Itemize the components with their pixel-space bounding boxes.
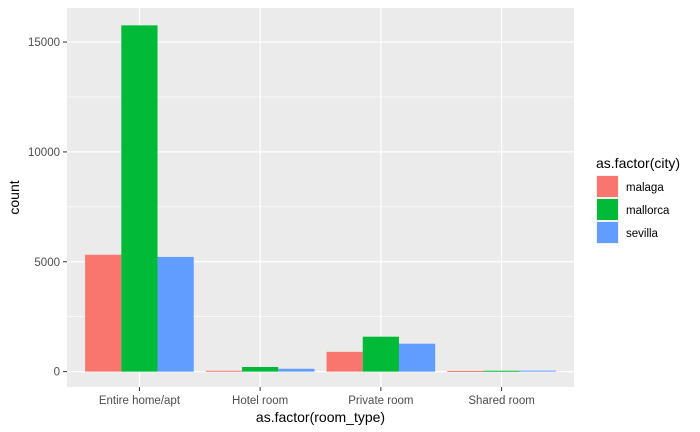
x-tick-label: Entire home/apt (99, 395, 181, 407)
legend-label-mallorca: mallorca (626, 205, 670, 217)
x-tick-label: Shared room (468, 395, 534, 407)
legend: as.factor(city) malaga mallorca sevilla (596, 155, 680, 244)
legend-swatch-sevilla (597, 222, 618, 243)
bar-mallorca-2 (362, 336, 399, 372)
bars (85, 25, 556, 372)
bar-mallorca-3 (483, 370, 520, 372)
bar-sevilla-3 (519, 370, 556, 372)
y-tick-label: 10000 (28, 147, 60, 159)
legend-swatch-mallorca (597, 199, 618, 220)
bar-malaga-0 (85, 254, 122, 372)
bar-malaga-1 (205, 370, 243, 372)
x-axis-title: as.factor(room_type) (256, 409, 385, 425)
bar-mallorca-0 (121, 25, 158, 372)
bar-malaga-2 (326, 351, 363, 372)
legend-label-malaga: malaga (626, 182, 664, 194)
legend-label-sevilla: sevilla (626, 228, 659, 240)
x-axis: Entire home/apt Hotel room Private room Sha… (99, 387, 535, 407)
bar-malaga-3 (447, 370, 484, 372)
y-tick-label: 0 (54, 367, 60, 379)
bar-sevilla-2 (398, 343, 436, 372)
y-axis: 0 5000 10000 15000 (28, 37, 67, 379)
bar-sevilla-0 (157, 256, 194, 372)
bar-mallorca-1 (242, 367, 279, 372)
legend-title: as.factor(city) (596, 155, 680, 171)
y-axis-title: count (6, 180, 22, 214)
x-tick-label: Private room (348, 395, 413, 407)
x-tick-label: Hotel room (232, 395, 288, 407)
y-tick-label: 15000 (28, 37, 60, 49)
legend-swatch-malaga (597, 176, 618, 197)
bar-sevilla-1 (278, 368, 315, 372)
y-tick-label: 5000 (34, 257, 60, 269)
